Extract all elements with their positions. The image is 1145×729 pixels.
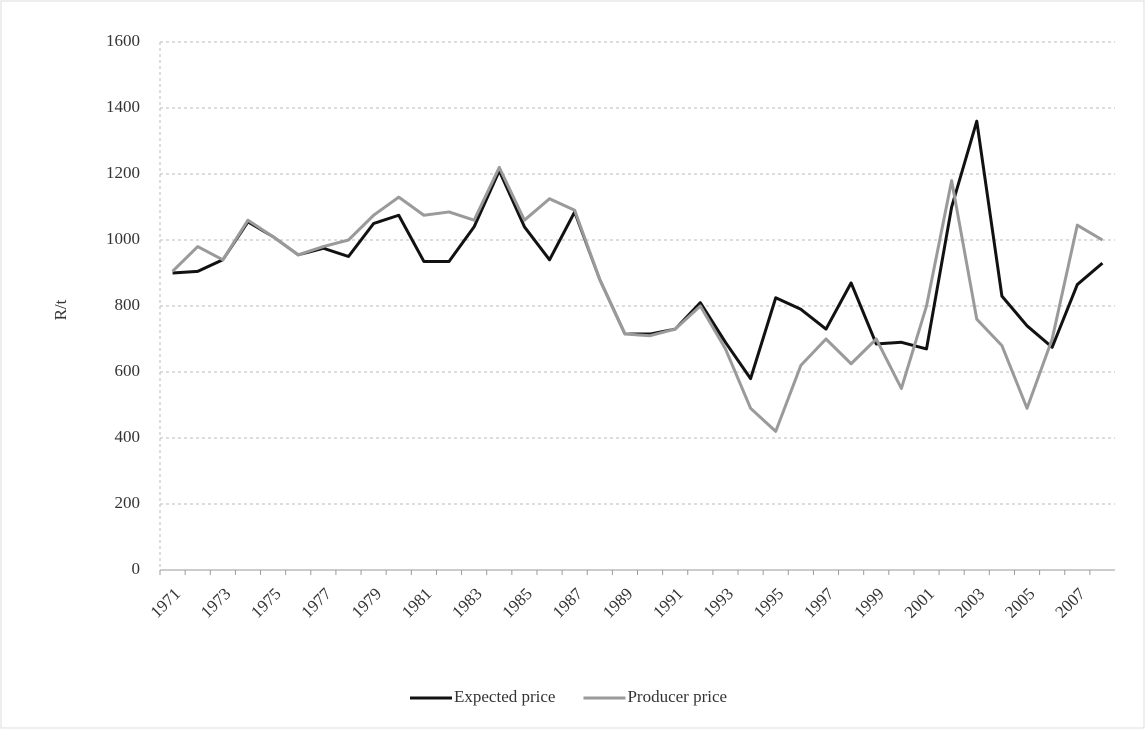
line-series	[171, 165, 1104, 433]
y-tick-label: 600	[115, 361, 141, 380]
legend-label: Expected price	[454, 687, 555, 706]
y-tick-label: 400	[115, 427, 141, 446]
y-tick-label: 200	[115, 493, 141, 512]
legend-label: Producer price	[627, 687, 727, 706]
y-tick-label: 1200	[106, 163, 140, 182]
y-tick-label: 1000	[106, 229, 140, 248]
y-tick-label: 0	[132, 559, 141, 578]
y-axis-label: R/t	[51, 299, 70, 320]
y-tick-label: 800	[115, 295, 141, 314]
y-tick-label: 1400	[106, 97, 140, 116]
y-tick-label: 1600	[106, 31, 140, 50]
